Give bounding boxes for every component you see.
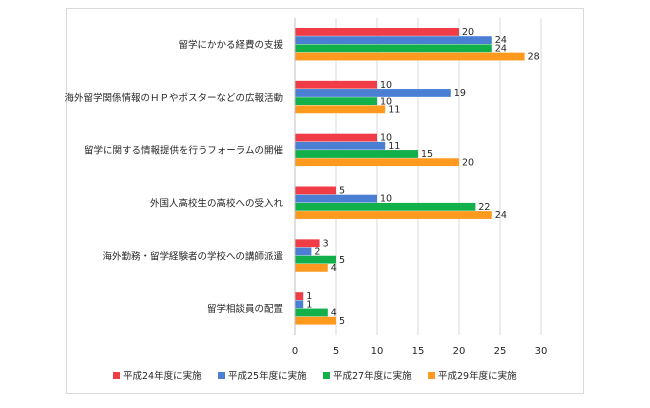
category-label: 海外勤務・留学経験者の学校への講師派遣	[102, 250, 283, 262]
bar	[295, 255, 336, 264]
bar	[295, 105, 386, 114]
data-label: 11	[388, 141, 400, 152]
bar	[295, 158, 459, 167]
x-tick-label: 5	[333, 346, 339, 357]
bar	[295, 186, 336, 195]
legend: 平成24年度に実施 平成25年度に実施 平成27年度に実施 平成29年度に実施	[113, 370, 517, 382]
data-label: 4	[331, 263, 337, 274]
data-label: 4	[331, 308, 337, 319]
legend-swatch	[218, 372, 225, 379]
x-tick-label: 20	[453, 346, 466, 357]
legend-swatch	[323, 372, 330, 379]
x-tick-label: 30	[535, 346, 548, 357]
gridlines	[335, 18, 542, 335]
bar	[295, 80, 377, 89]
bar	[295, 133, 377, 142]
bar	[295, 44, 492, 53]
bar	[295, 263, 328, 272]
bar	[295, 36, 492, 45]
legend-label: 平成25年度に実施	[228, 370, 307, 382]
bar	[295, 300, 304, 309]
data-label: 5	[339, 316, 345, 327]
category-label: 留学相談員の配置	[207, 303, 283, 315]
data-label: 10	[380, 80, 392, 91]
legend-label: 平成27年度に実施	[333, 370, 412, 382]
legend-label: 平成24年度に実施	[123, 370, 202, 382]
bar	[295, 194, 377, 203]
data-label: 20	[462, 157, 474, 168]
data-label: 20	[462, 27, 474, 38]
data-label: 24	[495, 35, 507, 46]
data-label: 19	[454, 88, 466, 99]
category-label: 海外留学関係情報のＨＰやポスターなどの広報活動	[64, 92, 283, 104]
data-label: 1	[306, 291, 312, 302]
bar	[295, 141, 386, 150]
legend-label: 平成29年度に実施	[438, 370, 517, 382]
bar	[295, 89, 451, 97]
data-label: 24	[495, 43, 507, 54]
bar	[295, 247, 312, 256]
data-label: 22	[478, 202, 490, 213]
data-label: 10	[380, 96, 392, 107]
data-label: 3	[323, 238, 329, 249]
bar	[295, 308, 328, 317]
bar	[295, 97, 377, 106]
data-label: 11	[388, 104, 400, 115]
x-tick-label: 0	[292, 346, 298, 357]
bar	[295, 211, 492, 219]
data-label: 15	[421, 149, 433, 160]
data-label: 5	[339, 255, 345, 266]
data-label: 28	[528, 52, 540, 63]
bar	[295, 150, 418, 158]
x-tick-label: 15	[412, 346, 425, 357]
bar	[295, 52, 525, 61]
data-label: 24	[495, 210, 507, 221]
x-tick-label: 25	[494, 346, 507, 357]
legend-swatch	[428, 372, 435, 379]
category-label: 留学にかかる経費の支援	[178, 39, 283, 51]
bar	[295, 202, 476, 211]
bar	[295, 28, 459, 36]
data-label: 2	[314, 247, 320, 258]
data-label: 10	[380, 133, 392, 144]
bars	[295, 28, 525, 325]
x-tick-label: 10	[371, 346, 384, 357]
category-label: 外国人高校生の高校への受入れ	[150, 197, 284, 209]
bar	[295, 316, 336, 325]
data-label: 5	[339, 186, 345, 197]
legend-swatch	[113, 372, 120, 379]
category-label: 留学に関する情報提供を行うフォーラムの開催	[84, 145, 284, 157]
bar	[295, 292, 304, 300]
data-label: 1	[306, 299, 312, 310]
labels: 0 5 10 15 20 25 30留学にかかる経費の支援20242428海外留学関係情報の…	[64, 27, 547, 357]
data-label: 10	[380, 194, 392, 205]
bar	[295, 239, 320, 248]
